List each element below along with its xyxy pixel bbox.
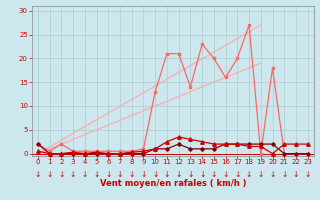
- Text: ↓: ↓: [105, 170, 111, 179]
- Text: ↓: ↓: [211, 170, 217, 179]
- Text: ↓: ↓: [58, 170, 65, 179]
- Text: ↓: ↓: [222, 170, 229, 179]
- Text: ↓: ↓: [164, 170, 170, 179]
- Text: ↓: ↓: [117, 170, 123, 179]
- Text: ↓: ↓: [258, 170, 264, 179]
- Text: ↓: ↓: [281, 170, 287, 179]
- Text: ↓: ↓: [234, 170, 241, 179]
- Text: ↓: ↓: [187, 170, 194, 179]
- Text: ↓: ↓: [305, 170, 311, 179]
- Text: ↓: ↓: [269, 170, 276, 179]
- Text: ↓: ↓: [293, 170, 299, 179]
- X-axis label: Vent moyen/en rafales ( km/h ): Vent moyen/en rafales ( km/h ): [100, 179, 246, 188]
- Text: ↓: ↓: [199, 170, 205, 179]
- Text: ↓: ↓: [246, 170, 252, 179]
- Text: ↓: ↓: [93, 170, 100, 179]
- Text: ↓: ↓: [35, 170, 41, 179]
- Text: ↓: ↓: [152, 170, 158, 179]
- Text: ↓: ↓: [129, 170, 135, 179]
- Text: ↓: ↓: [82, 170, 88, 179]
- Text: ↓: ↓: [175, 170, 182, 179]
- Text: ↓: ↓: [46, 170, 53, 179]
- Text: ↓: ↓: [140, 170, 147, 179]
- Text: ↓: ↓: [70, 170, 76, 179]
